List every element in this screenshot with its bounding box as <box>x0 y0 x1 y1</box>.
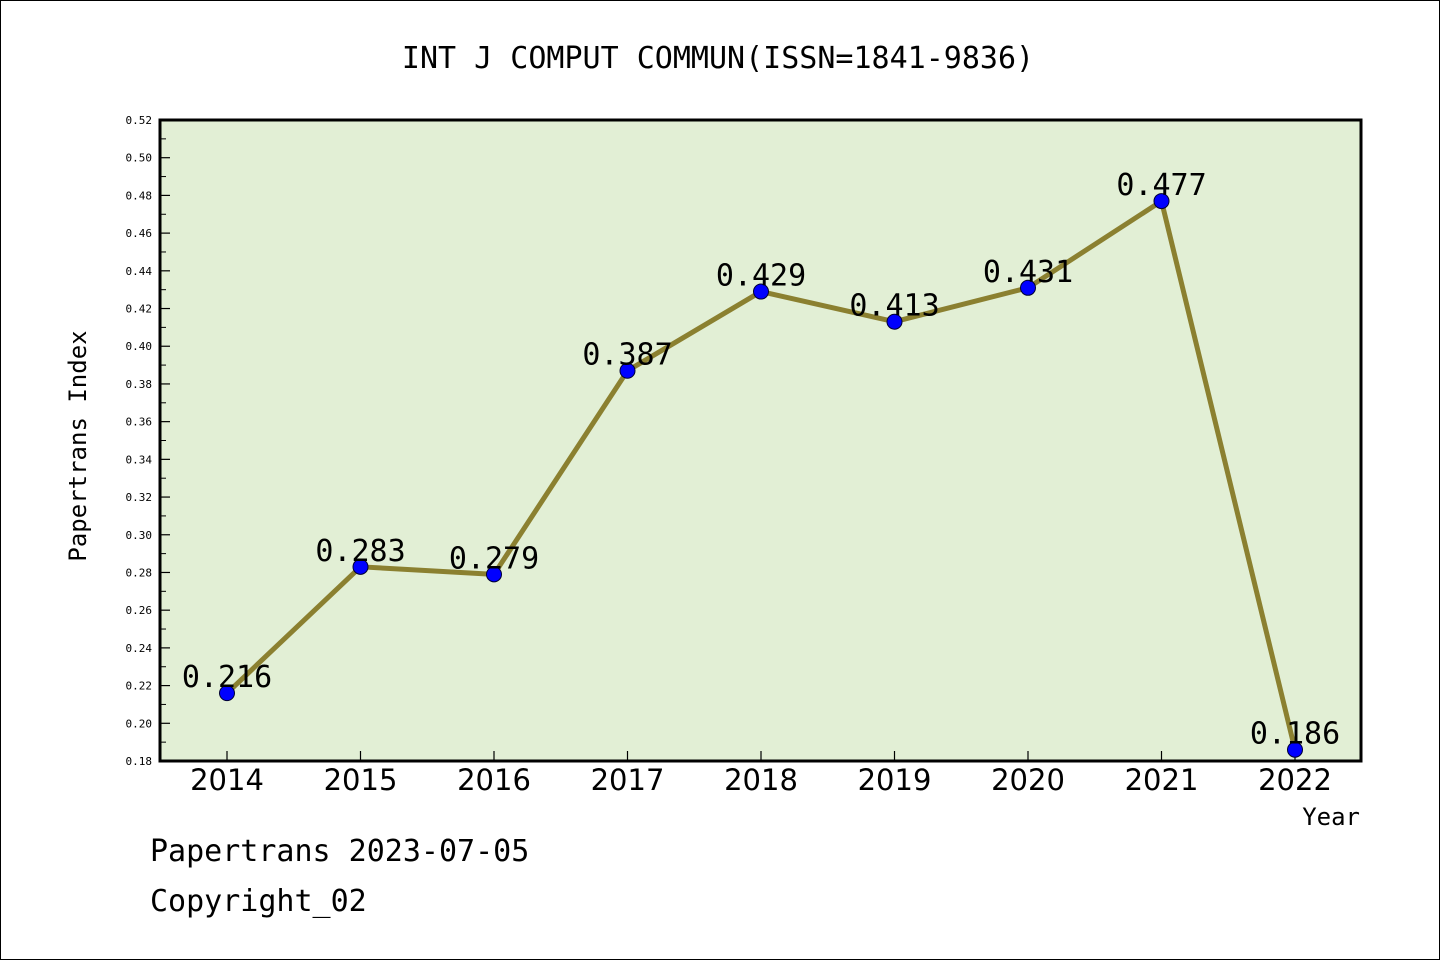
x-axis-label: Year <box>1302 803 1360 831</box>
y-tick-label: 0.38 <box>126 378 153 391</box>
plot-area <box>158 118 1363 763</box>
y-tick-label: 0.34 <box>126 453 153 466</box>
y-tick-label: 0.52 <box>126 114 153 127</box>
x-tick-label: 2016 <box>457 763 531 797</box>
data-point-marker <box>352 558 369 575</box>
data-point-marker <box>886 313 903 330</box>
data-value-label: 0.431 <box>983 255 1073 290</box>
y-tick-label: 0.50 <box>126 152 153 165</box>
x-axis-ticks: 2014 2015 2016 2017 2018 2019 2020 2021 2022 <box>190 751 1332 797</box>
data-point-marker <box>619 362 636 379</box>
data-value-label: 0.413 <box>849 289 939 324</box>
data-value-label: 0.429 <box>716 259 806 294</box>
y-tick-label: 0.48 <box>126 189 153 202</box>
x-tick-label: 2018 <box>724 763 798 797</box>
y-tick-label: 0.18 <box>126 755 153 768</box>
y-tick-label: 0.46 <box>126 227 153 240</box>
x-tick-label: 2022 <box>1258 763 1332 797</box>
data-markers <box>219 193 1303 758</box>
footer-date-text: Papertrans 2023-07-05 <box>150 834 530 869</box>
x-tick-label: 2019 <box>858 763 932 797</box>
x-tick-label: 2014 <box>190 763 264 797</box>
data-labels: 0.216 0.283 0.279 0.387 0.429 0.413 0.431 0.477… <box>182 168 1340 752</box>
y-tick-label: 0.22 <box>126 680 153 693</box>
data-point-marker <box>1287 741 1303 758</box>
data-point-marker <box>1153 193 1170 210</box>
y-tick-label: 0.40 <box>126 340 153 353</box>
x-tick-label: 2017 <box>591 763 665 797</box>
y-tick-label: 0.36 <box>126 416 153 429</box>
x-tick-label: 2015 <box>324 763 398 797</box>
data-point-marker <box>219 685 235 702</box>
data-value-label: 0.387 <box>582 338 672 373</box>
data-value-label: 0.279 <box>449 541 539 576</box>
y-tick-label: 0.28 <box>126 566 153 579</box>
y-tick-label: 0.42 <box>126 303 153 316</box>
y-tick-label: 0.20 <box>126 717 153 730</box>
x-tick-label: 2020 <box>991 763 1065 797</box>
y-tick-label: 0.44 <box>126 265 153 278</box>
data-value-label: 0.216 <box>182 660 272 695</box>
data-point-marker <box>1020 279 1036 296</box>
y-tick-label: 0.30 <box>126 529 153 542</box>
x-tick-label: 2021 <box>1125 763 1199 797</box>
data-point-marker <box>753 283 769 300</box>
data-value-label: 0.477 <box>1116 168 1206 203</box>
y-axis-ticks: 0.18 0.20 0.22 0.24 0.26 0.28 0.30 0.32 0.34 0.36… <box>126 114 170 768</box>
data-point-marker <box>486 566 502 583</box>
data-value-label: 0.283 <box>315 534 405 569</box>
data-value-label: 0.186 <box>1250 717 1340 752</box>
chart-title: INT J COMPUT COMMUN(ISSN=1841-9836) <box>402 41 1034 76</box>
y-tick-label: 0.24 <box>126 642 153 655</box>
y-tick-label: 0.32 <box>126 491 153 504</box>
y-tick-label: 0.26 <box>126 604 153 617</box>
footer-copyright-text: Copyright_02 <box>150 884 367 919</box>
y-axis-label: Papertrans Index <box>64 330 92 561</box>
